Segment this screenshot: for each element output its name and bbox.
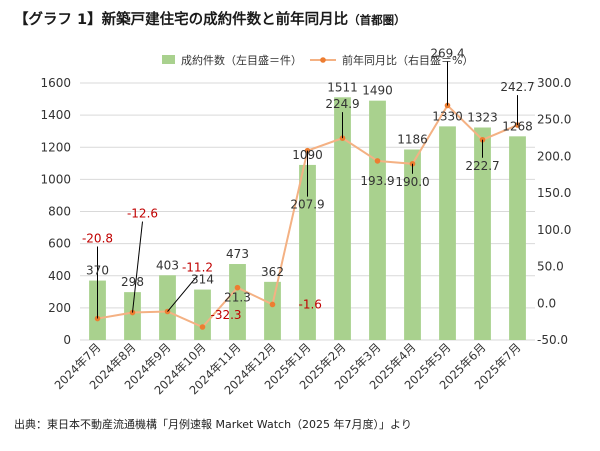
y-left-tick-label: 600 — [48, 237, 71, 251]
bar-value-label: 362 — [261, 265, 284, 279]
bar — [159, 275, 176, 340]
bar-series — [89, 97, 526, 341]
x-axis: 2024年7月2024年8月2024年9月2024年10月2024年11月202… — [52, 340, 524, 397]
line-value-label: 224.9 — [325, 97, 359, 111]
bar-value-label: 1330 — [432, 109, 463, 123]
legend-line-marker — [320, 57, 326, 63]
y-right-tick-label: -50.0 — [537, 333, 568, 347]
chart-title: 【グラフ 1】新築戸建住宅の成約件数と前年同月比（首都圏） — [14, 10, 406, 28]
bar-value-label: 1511 — [327, 80, 358, 94]
bar — [264, 281, 281, 340]
y-left-tick-label: 800 — [48, 205, 71, 219]
line-labels: -20.8 -12.6 -11.2 -32.3 21.3 -1.6 207.9 224.9 19… — [82, 46, 535, 322]
line-marker — [374, 158, 381, 164]
bar-value-label: 370 — [86, 264, 109, 278]
bar — [334, 97, 351, 340]
leader-line — [132, 221, 143, 313]
legend-bar-swatch — [162, 55, 175, 64]
line-value-label: -11.2 — [182, 261, 213, 275]
line-marker — [269, 301, 276, 308]
y-right-tick-label: 100.0 — [537, 223, 571, 237]
bar — [404, 149, 421, 340]
y-left-tick-label: 1200 — [40, 140, 71, 154]
line-value-label: 21.3 — [224, 291, 251, 305]
line-value-label: -1.6 — [299, 297, 322, 311]
line-value-label: -20.8 — [82, 232, 113, 246]
line-value-label: 242.7 — [500, 80, 534, 94]
y-left-tick-label: 200 — [48, 301, 71, 315]
y-right-tick-label: 250.0 — [537, 113, 571, 127]
leader-line — [167, 275, 198, 312]
y-left-tick-label: 1000 — [40, 172, 71, 186]
bar-value-label: 314 — [191, 273, 214, 287]
bar — [124, 292, 141, 340]
line-value-label: 190.0 — [395, 175, 429, 189]
y-left-tick-label: 400 — [48, 269, 71, 283]
y-right-tick-label: 0.0 — [537, 296, 556, 310]
bar — [229, 264, 246, 340]
bar — [299, 164, 316, 340]
bar-value-label: 403 — [156, 258, 179, 272]
line-value-label: -12.6 — [127, 207, 158, 221]
line-value-label: 193.9 — [360, 174, 394, 188]
label-leader-lines — [97, 61, 518, 319]
y-axis-left: 0 200 400 600 800 1000 1200 1400 1600 — [40, 76, 71, 347]
line-marker — [199, 324, 206, 330]
bar-value-label: 473 — [226, 247, 249, 261]
legend-bar-label: 成約件数（左目盛＝件） — [181, 53, 302, 67]
line-value-label: -32.3 — [211, 308, 242, 322]
y-axis-right: -50.0 0.0 50.0 100.0 150.0 200.0 250.0 300.0 — [537, 76, 571, 347]
y-right-tick-label: 200.0 — [537, 149, 571, 163]
y-right-tick-label: 50.0 — [537, 260, 564, 274]
y-right-tick-label: 300.0 — [537, 76, 571, 90]
legend-line-label: 前年同月比（右目盛＝%） — [342, 53, 473, 67]
bar-labels: 370 298 403 314 473 362 1090 1511 1490 1186 1330 13… — [86, 80, 533, 289]
bar — [194, 289, 211, 340]
line-marker — [94, 315, 101, 322]
line-value-label: 222.7 — [465, 159, 499, 173]
y-right-tick-label: 150.0 — [537, 186, 571, 200]
y-left-tick-label: 0 — [63, 333, 71, 347]
source-note: 出典：東日本不動産流通機構「月例速報 Market Watch（2025 年7月… — [14, 417, 412, 431]
bar-value-label: 1323 — [467, 110, 498, 124]
line-value-label: 207.9 — [290, 198, 324, 212]
legend: 成約件数（左目盛＝件） 前年同月比（右目盛＝%） — [162, 53, 473, 67]
line-value-label: 269.4 — [430, 46, 464, 60]
bar-value-label: 1186 — [397, 132, 428, 146]
bar — [509, 136, 526, 340]
line-marker — [234, 284, 241, 291]
bar — [474, 127, 491, 340]
bar — [439, 126, 456, 341]
y-left-tick-label: 1600 — [40, 76, 71, 90]
bar-value-label: 1090 — [292, 148, 323, 162]
bar — [369, 100, 386, 340]
y-left-tick-label: 1400 — [40, 108, 71, 122]
bar-value-label: 1490 — [362, 84, 393, 98]
bar-value-label: 298 — [121, 275, 144, 289]
bar-value-label: 1268 — [502, 119, 533, 133]
